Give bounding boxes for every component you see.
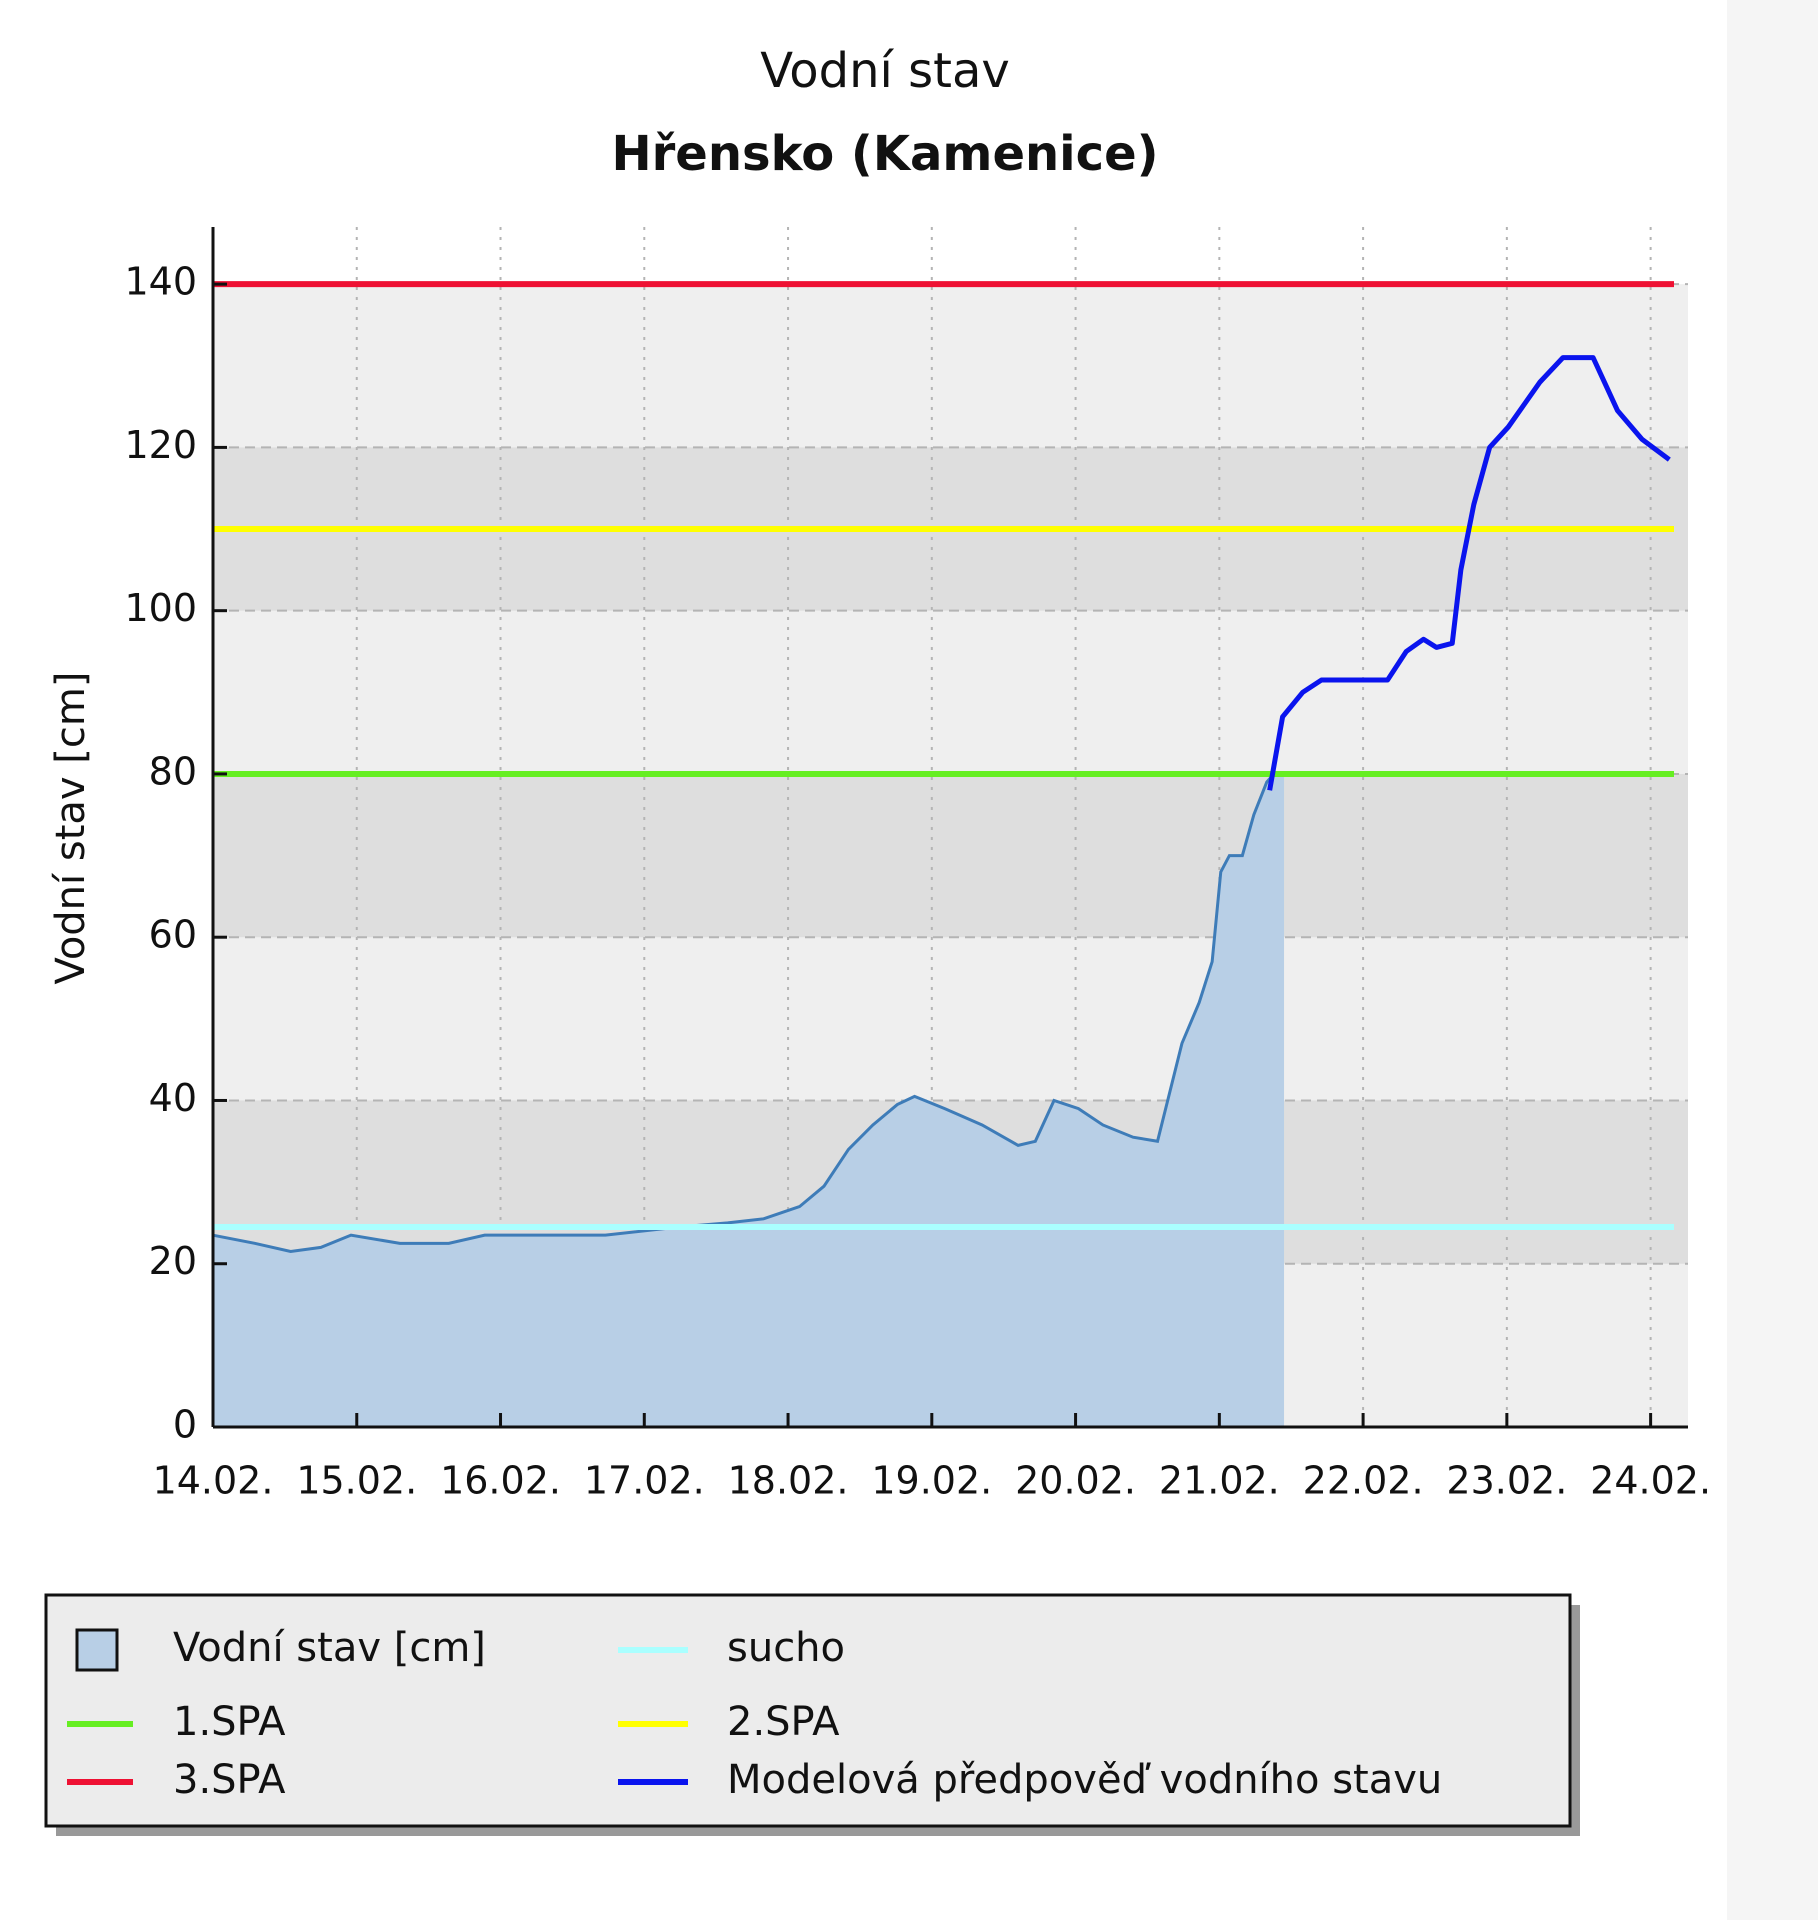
legend: Vodní stav [cm] sucho 1.SPA 2.SPA 3.SPA Model… bbox=[44, 1593, 1580, 1836]
side-strip bbox=[1727, 0, 1818, 1920]
y-tick-label: 100 bbox=[124, 586, 197, 630]
y-tick-label: 80 bbox=[149, 749, 197, 793]
x-tick-label: 14.02. bbox=[153, 1459, 274, 1503]
chart-title: Vodní stav bbox=[760, 43, 1010, 99]
legend-label: 1.SPA bbox=[173, 1699, 286, 1745]
legend-frame bbox=[44, 1593, 1572, 1828]
legend-label: Vodní stav [cm] bbox=[173, 1625, 486, 1671]
chart-subtitle: Hřensko (Kamenice) bbox=[611, 126, 1158, 182]
legend-label: sucho bbox=[727, 1625, 845, 1671]
x-tick-label: 18.02. bbox=[728, 1459, 849, 1503]
x-tick-label: 24.02. bbox=[1590, 1459, 1711, 1503]
x-tick-label: 17.02. bbox=[584, 1459, 705, 1503]
forecast-line bbox=[1267, 355, 1671, 791]
legend-swatch bbox=[75, 1628, 119, 1672]
x-tick-label: 22.02. bbox=[1303, 1459, 1424, 1503]
legend-label: 3.SPA bbox=[173, 1757, 286, 1803]
legend-label: 2.SPA bbox=[727, 1699, 840, 1745]
x-tick-label: 19.02. bbox=[871, 1459, 992, 1503]
x-tick-label: 15.02. bbox=[296, 1459, 417, 1503]
band bbox=[213, 773, 1688, 938]
y-tick-label: 140 bbox=[124, 260, 197, 304]
y-tick-label: 120 bbox=[124, 423, 197, 467]
y-tick-label: 20 bbox=[149, 1239, 197, 1283]
area-edge bbox=[212, 772, 1285, 1254]
y-tick-label: 40 bbox=[149, 1076, 197, 1120]
y-axis-label: Vodní stav [cm] bbox=[48, 672, 94, 985]
y-tick-label: 60 bbox=[149, 913, 197, 957]
x-tick-label: 21.02. bbox=[1159, 1459, 1280, 1503]
y-tick-label: 0 bbox=[173, 1403, 197, 1447]
area bbox=[213, 773, 1285, 1427]
x-tick-label: 16.02. bbox=[440, 1459, 561, 1503]
x-tick-label: 23.02. bbox=[1446, 1459, 1567, 1503]
legend-label: Modelová předpověď vodního stavu bbox=[727, 1757, 1442, 1803]
x-tick-label: 20.02. bbox=[1015, 1459, 1136, 1503]
